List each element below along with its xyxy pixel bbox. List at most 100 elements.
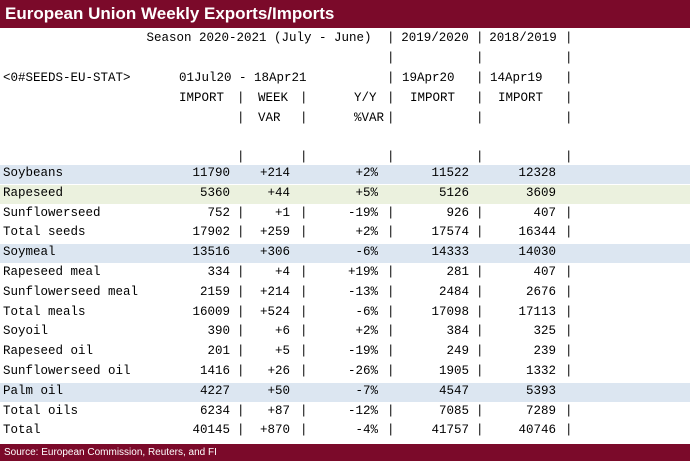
column-separator: | [476, 324, 484, 339]
column-separator: | [387, 265, 395, 279]
import-2019-cell: 2484 [438, 284, 469, 299]
season-header: Season 2020-2021 (July - June) [146, 31, 372, 45]
import-2019-cell: 1905 [438, 364, 469, 378]
column-separator: | [237, 364, 245, 378]
row-label: Total seeds [3, 225, 86, 240]
row-label: Sunflowerseed oil [3, 364, 131, 378]
column-separator: | [387, 324, 395, 339]
source-note: Source: European Commission, Reuters, an… [0, 444, 690, 461]
column-separator: | [237, 284, 245, 299]
page-title: European Union Weekly Exports/Imports [0, 0, 690, 28]
column-separator: | [565, 111, 573, 125]
import-2018-cell: 3609 [525, 185, 556, 200]
column-separator: | [476, 364, 484, 378]
import-2019-cell: 14333 [431, 245, 469, 260]
yy-var-cell: -7% [355, 383, 378, 398]
yy-var-cell: -6% [355, 304, 378, 319]
week-var-cell: +214 [259, 284, 290, 299]
yy-var-cell: -19% [347, 205, 378, 220]
import-cell: 6234 [199, 403, 230, 418]
row-highlight [0, 244, 690, 264]
column-separator: | [476, 91, 484, 105]
column-separator: | [387, 71, 395, 85]
row-label: Sunflowerseed [3, 205, 101, 220]
yy-var-cell: -12% [347, 403, 378, 418]
import-cell: 390 [207, 324, 230, 339]
import-cell: 201 [207, 344, 230, 359]
column-separator: | [237, 265, 245, 279]
week-var-cell: +5 [274, 344, 290, 359]
row-label: Palm oil [3, 383, 64, 398]
import-cell: 1416 [199, 364, 230, 378]
import-2018-cell: 12328 [518, 166, 556, 180]
row-label: Rapeseed [3, 185, 64, 200]
row-label: Total meals [3, 304, 86, 319]
column-separator: | [237, 304, 245, 319]
row-highlight [0, 184, 690, 204]
column-separator: | [565, 403, 573, 418]
column-separator: | [476, 31, 484, 45]
column-separator: | [300, 423, 308, 438]
week-var-cell: +214 [259, 166, 290, 180]
column-separator: | [476, 284, 484, 299]
column-separator: | [300, 225, 308, 240]
row-label: Total [3, 423, 41, 438]
column-separator: | [300, 150, 308, 164]
row-highlight [0, 382, 690, 402]
column-separator: | [476, 304, 484, 319]
date-2019: 19Apr20 [402, 71, 455, 85]
yy-header: Y/Y [354, 91, 377, 105]
pct-var-header: %VAR [354, 111, 385, 125]
yy-var-cell: -4% [355, 423, 378, 438]
column-separator: | [300, 364, 308, 378]
import-2018-cell: 14030 [518, 245, 556, 260]
column-separator: | [565, 423, 573, 438]
column-separator: | [565, 225, 573, 240]
row-label: Soyoil [3, 324, 49, 339]
column-separator: | [476, 344, 484, 359]
week-var-cell: +87 [267, 403, 290, 418]
column-separator: | [237, 423, 245, 438]
ric-code: <0#SEEDS-EU-STAT> [3, 71, 131, 85]
import-2018-cell: 239 [533, 344, 556, 359]
column-separator: | [387, 423, 395, 438]
import-cell: 2159 [199, 284, 230, 299]
row-label: Total oils [3, 403, 79, 418]
column-separator: | [565, 265, 573, 279]
import-2019-cell: 17574 [431, 225, 469, 240]
column-separator: | [387, 364, 395, 378]
date-range: 01Jul20 - 18Apr21 [179, 71, 307, 85]
import-2019-cell: 7085 [438, 403, 469, 418]
import-2018-cell: 325 [533, 324, 556, 339]
import-2019-cell: 281 [446, 265, 469, 279]
import-2018-cell: 407 [533, 265, 556, 279]
import-2019-cell: 384 [446, 324, 469, 339]
row-label: Soybeans [3, 166, 64, 180]
column-header-2019-2020: 2019/2020 [401, 31, 469, 45]
import-2019-cell: 926 [446, 205, 469, 220]
column-separator: | [300, 284, 308, 299]
column-separator: | [387, 284, 395, 299]
column-separator: | [237, 91, 245, 105]
column-separator: | [476, 150, 484, 164]
week-var-cell: +259 [259, 225, 290, 240]
import-2018-cell: 7289 [525, 403, 556, 418]
column-separator: | [565, 91, 573, 105]
column-separator: | [565, 205, 573, 220]
import-cell: 40145 [192, 423, 230, 438]
column-separator: | [300, 265, 308, 279]
column-separator: | [300, 344, 308, 359]
column-separator: | [476, 51, 484, 65]
column-separator: | [237, 225, 245, 240]
column-separator: | [565, 71, 573, 85]
import-cell: 11790 [192, 166, 230, 180]
column-separator: | [476, 205, 484, 220]
import-2018-cell: 40746 [518, 423, 556, 438]
column-separator: | [300, 304, 308, 319]
yy-var-cell: -6% [355, 245, 378, 260]
column-separator: | [565, 324, 573, 339]
column-separator: | [387, 205, 395, 220]
import-2018-cell: 5393 [525, 383, 556, 398]
column-separator: | [387, 225, 395, 240]
yy-var-cell: +5% [355, 185, 378, 200]
